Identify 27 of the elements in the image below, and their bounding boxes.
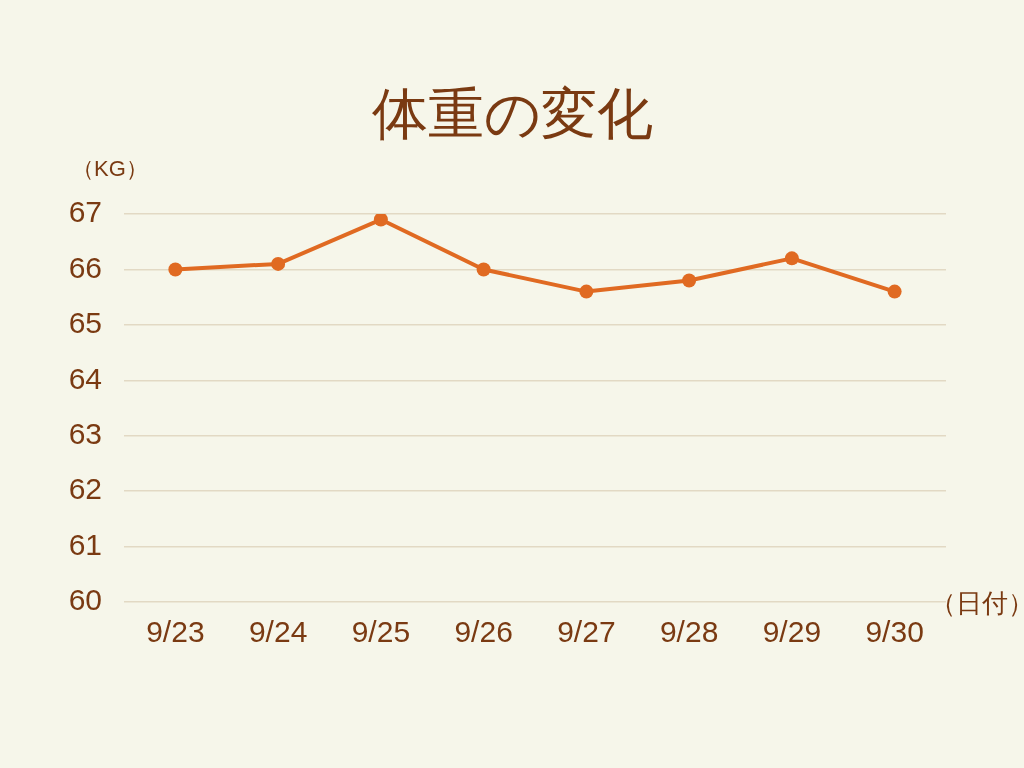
- x-tick-label: 9/24: [248, 615, 308, 649]
- y-axis-title: （KG）: [72, 156, 148, 182]
- point: [887, 284, 902, 299]
- point: [682, 273, 697, 288]
- x-tick-label: 9/23: [146, 615, 205, 649]
- point: [476, 262, 491, 277]
- x-axis-title: （日付）: [930, 588, 1024, 619]
- x-tick-label: 9/27: [557, 615, 616, 649]
- y-tick-label: 60: [68, 583, 102, 617]
- point: [168, 262, 183, 277]
- y-tick-label: 64: [68, 361, 102, 395]
- x-tick-label: 9/25: [351, 615, 411, 649]
- point: [271, 256, 286, 271]
- x-tick-label: 9/29: [762, 615, 822, 649]
- point: [579, 284, 594, 299]
- point: [373, 214, 388, 227]
- x-tick-label: 9/30: [865, 615, 924, 649]
- chart-title: 体重の変化: [371, 82, 653, 146]
- x-tick-label: 9/28: [659, 615, 719, 649]
- point: [784, 251, 799, 266]
- y-tick-label: 61: [68, 527, 102, 561]
- y-tick-label: 67: [68, 195, 102, 229]
- y-tick-label: 66: [68, 250, 102, 284]
- y-tick-label: 63: [68, 416, 102, 450]
- x-tick-label: 9/26: [454, 615, 513, 649]
- y-tick-label: 65: [68, 306, 102, 340]
- y-tick-label: 62: [68, 472, 102, 506]
